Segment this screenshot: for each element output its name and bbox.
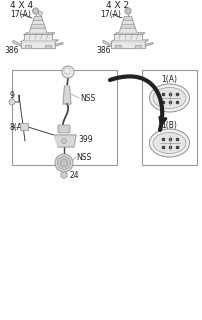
Text: 8(A): 8(A): [9, 123, 25, 132]
Circle shape: [58, 156, 70, 170]
Text: NSS: NSS: [80, 93, 95, 102]
Polygon shape: [115, 45, 121, 48]
FancyBboxPatch shape: [58, 125, 70, 133]
Ellipse shape: [153, 132, 186, 154]
Circle shape: [33, 8, 39, 14]
Ellipse shape: [149, 129, 189, 157]
Polygon shape: [121, 24, 135, 28]
Circle shape: [55, 154, 73, 172]
Text: 4 X 2: 4 X 2: [106, 1, 129, 10]
Polygon shape: [55, 43, 63, 46]
Circle shape: [64, 68, 70, 74]
Polygon shape: [122, 20, 134, 24]
Text: 1(B): 1(B): [162, 121, 177, 130]
Text: NSS: NSS: [76, 153, 91, 162]
Polygon shape: [33, 17, 43, 20]
Polygon shape: [103, 40, 111, 46]
Polygon shape: [114, 33, 145, 35]
Polygon shape: [111, 42, 145, 48]
Polygon shape: [45, 45, 51, 48]
FancyBboxPatch shape: [20, 124, 28, 131]
Circle shape: [62, 66, 74, 78]
Circle shape: [126, 9, 130, 13]
Polygon shape: [21, 42, 55, 48]
Polygon shape: [24, 33, 55, 35]
Text: 1(A): 1(A): [162, 75, 178, 84]
Polygon shape: [119, 28, 137, 32]
Circle shape: [34, 9, 38, 13]
Text: 386: 386: [96, 45, 110, 54]
Circle shape: [60, 159, 68, 167]
Polygon shape: [123, 17, 133, 20]
Ellipse shape: [149, 84, 189, 112]
Text: 386: 386: [4, 45, 19, 54]
Polygon shape: [21, 40, 58, 42]
Circle shape: [125, 8, 131, 14]
Polygon shape: [145, 43, 153, 46]
Text: 24: 24: [70, 171, 80, 180]
Polygon shape: [24, 35, 52, 39]
Circle shape: [38, 12, 42, 15]
Polygon shape: [111, 40, 148, 42]
Circle shape: [61, 139, 66, 143]
Text: 9: 9: [9, 91, 14, 100]
Text: 399: 399: [78, 134, 93, 143]
Polygon shape: [114, 35, 142, 39]
Ellipse shape: [153, 87, 186, 108]
Text: 17(A): 17(A): [10, 10, 31, 19]
Text: 4 X 4: 4 X 4: [11, 1, 34, 10]
Text: 17(A): 17(A): [100, 10, 121, 19]
Circle shape: [9, 99, 15, 105]
Polygon shape: [31, 24, 45, 28]
Bar: [12, 70, 117, 165]
Polygon shape: [32, 20, 44, 24]
Polygon shape: [29, 28, 47, 32]
Bar: [142, 70, 197, 165]
Polygon shape: [54, 135, 76, 147]
Polygon shape: [135, 45, 141, 48]
Polygon shape: [13, 40, 21, 46]
Polygon shape: [63, 86, 71, 104]
Polygon shape: [25, 45, 31, 48]
